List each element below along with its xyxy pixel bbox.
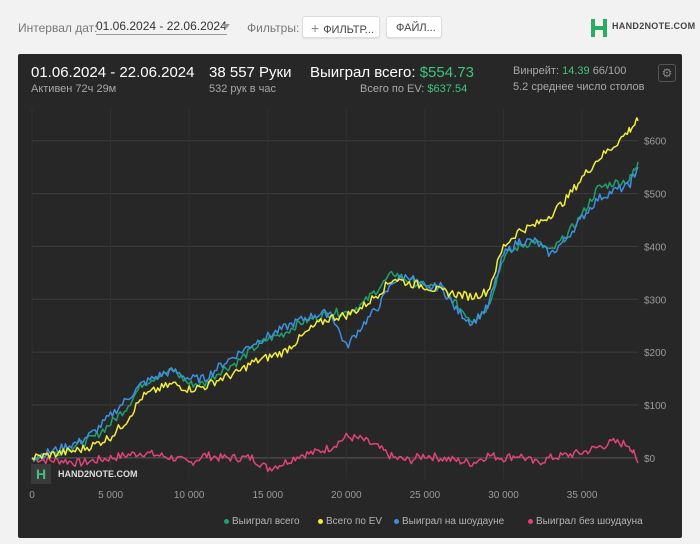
avg-tables: 5.2 среднее число столов [513,81,645,93]
ev-total-value: $637.54 [427,83,468,95]
hands-count: 38 557 Руки [209,64,292,81]
y-tick-label: $200 [644,348,667,359]
graph-panel: 01.06.2024 - 22.06.2024 Активен 72ч 29м … [18,54,682,538]
chevron-down-icon[interactable] [222,24,230,29]
series-showdown-line [31,166,639,462]
filters-label: Фильтры: [247,21,300,35]
period-text: 01.06.2024 - 22.06.2024 [31,64,195,81]
active-time: Активен 72ч 29м [31,83,117,95]
watermark-text: HAND2NOTE.COM [58,469,138,479]
x-tick-label: 5 000 [98,490,123,501]
gear-icon[interactable]: ⚙ [658,64,676,82]
legend-item[interactable]: Выиграл всего [224,516,300,527]
winrate-value: 14.39 [562,65,590,77]
profit-chart: $0 $100 $200 $300 $400 $500 $600 0 5 000 10 000 15… [29,109,667,501]
series-won-line [31,161,639,463]
legend-label: Выиграл на шоудауне [402,516,505,527]
won-total-value: $554.73 [419,64,474,81]
x-tick-label: 30 000 [488,490,519,501]
x-tick-label: 15 000 [252,490,283,501]
winrate-label: Винрейт: [513,65,560,77]
chart-legend: Выиграл всего Всего по EV Выиграл на шоуда… [168,516,668,532]
legend-dot-icon [528,518,533,524]
y-tick-label: $0 [644,454,656,465]
legend-item[interactable]: Выиграл на шоудауне [394,516,504,527]
x-tick-label: 25 000 [410,490,441,501]
won-total-label: Выиграл всего: [310,64,416,81]
toolbar: Интервал дат: 01.06.2024 - 22.06.2024 Фи… [0,0,700,52]
y-tick-label: $600 [644,137,667,148]
legend-label: Всего по EV [326,516,383,527]
legend-label: Выиграл всего [232,516,300,527]
ev-total: Всего по EV: $637.54 [360,83,467,95]
y-tick-label: $300 [644,295,667,306]
x-tick-label: 20 000 [331,490,362,501]
legend-item[interactable]: Выиграл без шоудауна [528,516,643,527]
y-tick-label: $500 [644,190,667,201]
interval-label: Интервал дат: [18,21,98,35]
filters-button[interactable]: + ФИЛЬТР... [302,16,380,38]
y-tick-label: $100 [644,401,667,412]
legend-label: Выиграл без шоудауна [536,516,643,527]
ev-total-label: Всего по EV: [360,83,425,95]
hands-per-hour: 532 рук в час [209,83,277,95]
watermark-logo-icon: H [31,464,51,484]
filters-button-label: ФИЛЬТР... [323,24,374,36]
legend-dot-icon [318,518,323,524]
legend-dot-icon [224,518,229,524]
winrate: Винрейт: 14.39 66/100 [513,65,626,77]
y-tick-label: $400 [644,242,667,253]
file-button[interactable]: ФАЙЛ... [386,16,442,38]
x-tick-label: 0 [29,490,35,501]
file-button-label: ФАЙЛ... [396,22,436,34]
legend-item[interactable]: Всего по EV [318,516,382,527]
won-total: Выиграл всего: $554.73 [310,64,474,81]
series-ev-line [31,117,639,461]
date-range-picker[interactable]: 01.06.2024 - 22.06.2024 [96,19,227,35]
plus-icon: + [311,20,320,36]
logo-text: HAND2NOTE.COM [612,21,696,31]
legend-dot-icon [394,518,399,524]
x-tick-label: 35 000 [567,490,598,501]
hand2note-logo-icon [591,19,607,37]
winrate-sample: 66/100 [592,65,627,77]
x-tick-label: 10 000 [174,490,205,501]
series-non-showdown-line [31,432,639,473]
